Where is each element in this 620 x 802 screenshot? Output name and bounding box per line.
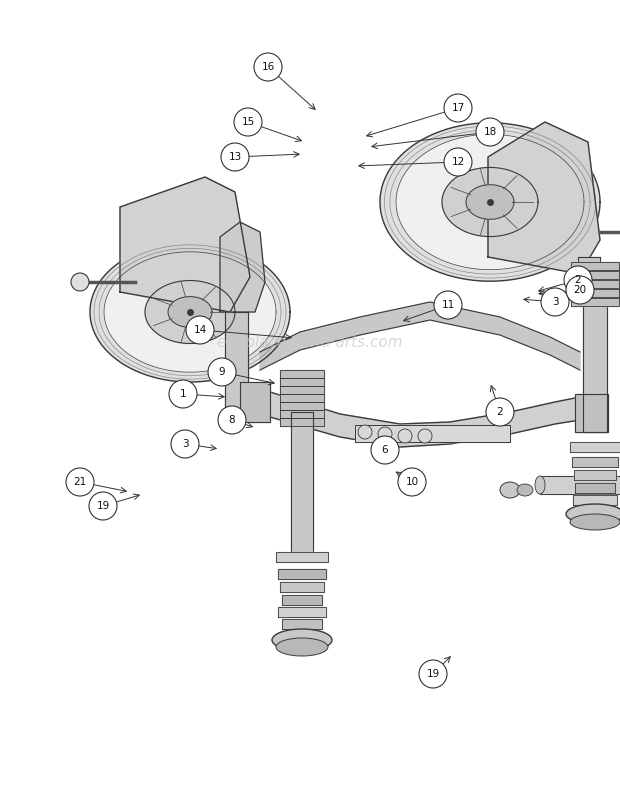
Polygon shape (276, 552, 328, 562)
Text: 13: 13 (228, 152, 242, 162)
Polygon shape (280, 394, 324, 402)
Circle shape (371, 436, 399, 464)
Circle shape (218, 406, 246, 434)
Text: 20: 20 (574, 285, 587, 295)
Polygon shape (573, 495, 617, 505)
Text: 15: 15 (241, 117, 255, 127)
Circle shape (71, 273, 89, 291)
Text: 14: 14 (193, 325, 206, 335)
Circle shape (444, 148, 472, 176)
Ellipse shape (500, 482, 520, 498)
Text: 18: 18 (484, 127, 497, 137)
Text: 10: 10 (405, 477, 419, 487)
Polygon shape (280, 386, 324, 394)
Circle shape (418, 429, 432, 443)
Polygon shape (280, 418, 324, 426)
Text: 12: 12 (451, 157, 464, 167)
Circle shape (358, 425, 372, 439)
Polygon shape (574, 470, 616, 480)
Text: 9: 9 (219, 367, 225, 377)
Circle shape (208, 358, 236, 386)
Polygon shape (145, 281, 235, 343)
Ellipse shape (272, 629, 332, 651)
Polygon shape (278, 569, 326, 579)
Circle shape (378, 427, 392, 441)
Circle shape (221, 143, 249, 171)
Circle shape (398, 429, 412, 443)
Polygon shape (442, 168, 538, 237)
Ellipse shape (566, 504, 620, 524)
Polygon shape (570, 442, 620, 452)
Polygon shape (278, 607, 326, 617)
Polygon shape (396, 134, 584, 269)
Circle shape (419, 660, 447, 688)
Circle shape (486, 398, 514, 426)
Circle shape (171, 430, 199, 458)
Polygon shape (220, 222, 265, 312)
Circle shape (89, 492, 117, 520)
Polygon shape (280, 370, 324, 378)
Polygon shape (291, 412, 313, 552)
Circle shape (434, 291, 462, 319)
Polygon shape (571, 262, 619, 270)
Text: 3: 3 (552, 297, 559, 307)
Text: 16: 16 (262, 62, 275, 72)
Polygon shape (575, 483, 615, 493)
Polygon shape (540, 476, 620, 494)
Circle shape (566, 276, 594, 304)
Polygon shape (571, 298, 619, 306)
Text: 11: 11 (441, 300, 454, 310)
Text: 2: 2 (497, 407, 503, 417)
Circle shape (254, 53, 282, 81)
Polygon shape (355, 425, 510, 442)
Text: 6: 6 (382, 445, 388, 455)
Polygon shape (572, 457, 618, 467)
Polygon shape (260, 302, 580, 370)
Text: 21: 21 (73, 477, 87, 487)
Text: 1: 1 (180, 389, 187, 399)
Polygon shape (280, 582, 324, 592)
Text: 8: 8 (229, 415, 236, 425)
Text: 2: 2 (575, 275, 582, 285)
Polygon shape (466, 184, 514, 219)
Polygon shape (575, 394, 608, 432)
Circle shape (476, 118, 504, 146)
Text: 3: 3 (182, 439, 188, 449)
Polygon shape (90, 242, 290, 382)
Polygon shape (225, 312, 248, 412)
Polygon shape (571, 280, 619, 288)
Circle shape (186, 316, 214, 344)
Polygon shape (488, 122, 600, 274)
Text: eReplacementParts.com: eReplacementParts.com (216, 334, 404, 350)
Text: 17: 17 (451, 103, 464, 113)
Polygon shape (571, 271, 619, 279)
Polygon shape (280, 378, 324, 386)
Polygon shape (104, 252, 276, 372)
Circle shape (169, 380, 197, 408)
Polygon shape (240, 382, 270, 422)
Polygon shape (280, 402, 324, 410)
Ellipse shape (276, 638, 328, 656)
Polygon shape (571, 289, 619, 297)
Polygon shape (280, 410, 324, 418)
Polygon shape (168, 297, 212, 327)
Polygon shape (282, 619, 322, 629)
Circle shape (398, 468, 426, 496)
Circle shape (234, 108, 262, 136)
Polygon shape (578, 257, 600, 304)
Polygon shape (282, 595, 322, 605)
Circle shape (66, 468, 94, 496)
Text: 19: 19 (96, 501, 110, 511)
Text: 19: 19 (427, 669, 440, 679)
Ellipse shape (570, 514, 620, 530)
Ellipse shape (517, 484, 533, 496)
Polygon shape (380, 123, 600, 282)
Ellipse shape (535, 476, 545, 494)
Circle shape (444, 94, 472, 122)
Circle shape (541, 288, 569, 316)
Polygon shape (248, 387, 600, 447)
Circle shape (564, 266, 592, 294)
Polygon shape (120, 177, 250, 312)
Polygon shape (583, 302, 607, 432)
